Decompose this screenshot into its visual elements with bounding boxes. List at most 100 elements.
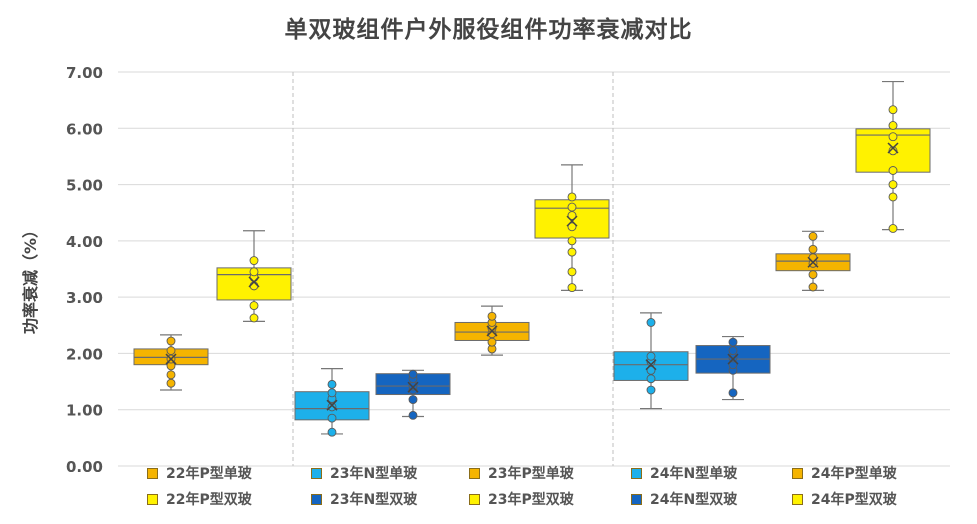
data-point bbox=[166, 370, 176, 380]
legend-swatch bbox=[469, 467, 480, 479]
box-4 bbox=[375, 369, 451, 420]
data-point bbox=[487, 311, 497, 321]
data-point bbox=[327, 413, 337, 423]
legend-label: 22年P型双玻 bbox=[166, 492, 252, 508]
legend-item: 23年N型双玻 bbox=[311, 489, 417, 509]
data-point bbox=[249, 313, 259, 323]
box-9 bbox=[775, 230, 851, 292]
data-point bbox=[249, 256, 259, 266]
legend-label: 23年P型单玻 bbox=[488, 466, 574, 482]
legend-item: 24年N型单玻 bbox=[631, 463, 737, 483]
mean-marker bbox=[645, 359, 657, 371]
box-2 bbox=[216, 230, 292, 323]
data-point bbox=[808, 253, 818, 263]
data-point bbox=[567, 222, 577, 232]
data-point bbox=[567, 236, 577, 246]
data-point bbox=[888, 121, 898, 130]
data-point bbox=[888, 166, 898, 175]
data-point bbox=[567, 202, 577, 212]
legend-label: 23年N型双玻 bbox=[330, 492, 418, 508]
data-point bbox=[646, 385, 656, 395]
legend-label: 24年N型双玻 bbox=[650, 492, 738, 508]
data-point bbox=[487, 337, 497, 347]
y-tick-label: 0.00 bbox=[66, 458, 103, 476]
legend-item: 23年N型单玻 bbox=[311, 463, 417, 483]
legend-label: 24年N型单玻 bbox=[650, 466, 738, 482]
legend-item: 22年P型双玻 bbox=[147, 489, 252, 509]
legend-swatch bbox=[311, 493, 322, 505]
data-point bbox=[808, 231, 818, 241]
data-point bbox=[166, 378, 176, 388]
data-point bbox=[327, 427, 337, 437]
data-point bbox=[728, 353, 738, 363]
y-tick-label: 1.00 bbox=[66, 402, 103, 420]
data-point bbox=[327, 388, 337, 398]
mean-marker bbox=[887, 142, 899, 154]
legend-item: 23年P型双玻 bbox=[469, 489, 574, 509]
data-point bbox=[249, 281, 259, 291]
mean-marker bbox=[407, 381, 419, 393]
data-point bbox=[166, 336, 176, 346]
data-point bbox=[249, 267, 259, 277]
y-tick-label: 7.00 bbox=[66, 64, 103, 82]
legend-swatch bbox=[631, 467, 642, 479]
data-point bbox=[888, 132, 898, 142]
legend-item: 22年P型单玻 bbox=[147, 463, 252, 483]
box-plots bbox=[133, 80, 931, 437]
box-3 bbox=[294, 368, 370, 437]
data-point bbox=[728, 346, 738, 356]
mean-marker bbox=[165, 353, 177, 365]
y-tick-label: 6.00 bbox=[66, 120, 103, 138]
y-axis-label: 功率衰减（%） bbox=[21, 222, 40, 334]
data-point bbox=[808, 282, 818, 292]
data-point bbox=[327, 379, 337, 389]
data-point bbox=[888, 192, 898, 202]
data-point bbox=[567, 267, 577, 277]
data-point bbox=[646, 351, 656, 361]
data-point bbox=[646, 318, 656, 327]
data-point bbox=[728, 388, 738, 398]
box-8 bbox=[695, 335, 771, 401]
data-point bbox=[888, 180, 898, 190]
legend-swatch bbox=[147, 467, 158, 479]
data-point bbox=[567, 192, 577, 202]
data-point bbox=[408, 410, 418, 420]
data-point bbox=[888, 146, 898, 156]
y-tick-label: 2.00 bbox=[66, 345, 103, 363]
legend-label: 24年P型单玻 bbox=[811, 466, 897, 482]
y-tick-label: 5.00 bbox=[66, 177, 103, 195]
box-10 bbox=[855, 80, 931, 233]
mean-marker bbox=[566, 215, 578, 227]
data-point bbox=[408, 381, 418, 391]
box-5 bbox=[454, 305, 530, 356]
legend-swatch bbox=[469, 493, 480, 505]
mean-marker bbox=[248, 276, 260, 288]
legend-item: 24年P型双玻 bbox=[792, 489, 897, 509]
legend-swatch bbox=[631, 493, 642, 505]
legend-item: 24年N型双玻 bbox=[631, 489, 737, 509]
data-point bbox=[408, 395, 418, 405]
data-point bbox=[808, 270, 818, 280]
legend-item: 24年P型单玻 bbox=[792, 463, 897, 483]
box-7 bbox=[613, 312, 689, 410]
mean-marker bbox=[807, 256, 819, 268]
data-point bbox=[888, 224, 898, 233]
legend-label: 24年P型双玻 bbox=[811, 492, 897, 508]
y-axis: 0.00 1.00 2.00 3.00 4.00 5.00 6.00 7.00 bbox=[66, 64, 103, 476]
legend-swatch bbox=[792, 493, 803, 505]
mean-marker bbox=[727, 353, 739, 365]
data-point bbox=[567, 247, 577, 257]
data-point bbox=[808, 244, 818, 254]
mean-marker bbox=[326, 399, 338, 411]
legend-label: 23年P型双玻 bbox=[488, 492, 574, 508]
box-1 bbox=[133, 334, 209, 391]
box-6 bbox=[534, 164, 610, 293]
data-point bbox=[888, 105, 898, 115]
y-tick-label: 4.00 bbox=[66, 233, 103, 251]
legend-swatch bbox=[792, 467, 803, 479]
data-point bbox=[567, 283, 577, 293]
legend-label: 22年P型单玻 bbox=[166, 466, 252, 482]
data-point bbox=[166, 346, 176, 356]
y-tick-label: 3.00 bbox=[66, 289, 103, 307]
